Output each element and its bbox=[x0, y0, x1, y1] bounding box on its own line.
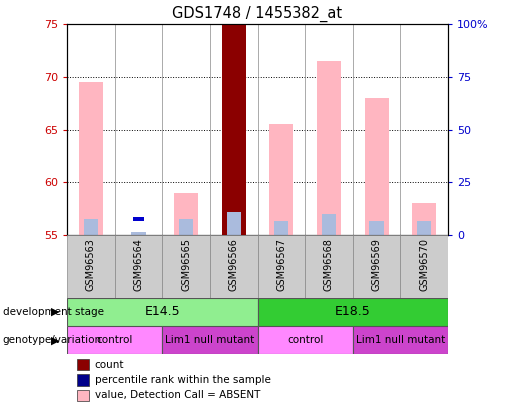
Text: GSM96564: GSM96564 bbox=[133, 238, 143, 291]
Bar bbox=[227, 212, 241, 235]
Text: count: count bbox=[95, 360, 124, 369]
Bar bbox=[258, 298, 448, 326]
Text: genotype/variation: genotype/variation bbox=[3, 335, 101, 345]
Bar bbox=[162, 235, 210, 298]
Text: development stage: development stage bbox=[3, 307, 104, 317]
Bar bbox=[67, 326, 162, 354]
Bar bbox=[114, 235, 162, 298]
Bar bbox=[274, 221, 288, 235]
Bar bbox=[401, 235, 448, 298]
Bar bbox=[353, 235, 401, 298]
Bar bbox=[67, 235, 114, 298]
Bar bbox=[83, 219, 98, 235]
Text: GSM96570: GSM96570 bbox=[419, 238, 429, 291]
Text: Lim1 null mutant: Lim1 null mutant bbox=[356, 335, 445, 345]
Bar bbox=[258, 235, 305, 298]
Bar bbox=[322, 214, 336, 235]
Bar bbox=[222, 24, 246, 235]
Text: E18.5: E18.5 bbox=[335, 305, 371, 318]
Bar bbox=[369, 221, 384, 235]
Text: GSM96565: GSM96565 bbox=[181, 238, 191, 291]
Title: GDS1748 / 1455382_at: GDS1748 / 1455382_at bbox=[173, 5, 342, 21]
Bar bbox=[413, 203, 436, 235]
Text: GSM96566: GSM96566 bbox=[229, 238, 238, 291]
Bar bbox=[79, 82, 102, 235]
Text: control: control bbox=[287, 335, 323, 345]
Text: GSM96568: GSM96568 bbox=[324, 238, 334, 291]
Bar bbox=[365, 98, 388, 235]
Bar bbox=[174, 193, 198, 235]
Text: control: control bbox=[96, 335, 133, 345]
Bar bbox=[269, 124, 293, 235]
Text: ▶: ▶ bbox=[50, 335, 59, 345]
Bar bbox=[258, 326, 353, 354]
Bar bbox=[317, 61, 341, 235]
Bar bbox=[305, 235, 353, 298]
Text: E14.5: E14.5 bbox=[144, 305, 180, 318]
Bar bbox=[179, 219, 193, 235]
Bar bbox=[133, 217, 144, 221]
Bar bbox=[417, 221, 432, 235]
Text: percentile rank within the sample: percentile rank within the sample bbox=[95, 375, 271, 385]
Bar bbox=[210, 235, 258, 298]
Bar bbox=[353, 326, 448, 354]
Bar bbox=[131, 232, 146, 235]
Text: GSM96567: GSM96567 bbox=[277, 238, 286, 291]
Text: GSM96569: GSM96569 bbox=[372, 238, 382, 291]
Text: Lim1 null mutant: Lim1 null mutant bbox=[165, 335, 254, 345]
Text: GSM96563: GSM96563 bbox=[86, 238, 96, 291]
Bar bbox=[162, 326, 258, 354]
Text: value, Detection Call = ABSENT: value, Detection Call = ABSENT bbox=[95, 390, 260, 400]
Bar bbox=[67, 298, 258, 326]
Text: ▶: ▶ bbox=[50, 307, 59, 317]
